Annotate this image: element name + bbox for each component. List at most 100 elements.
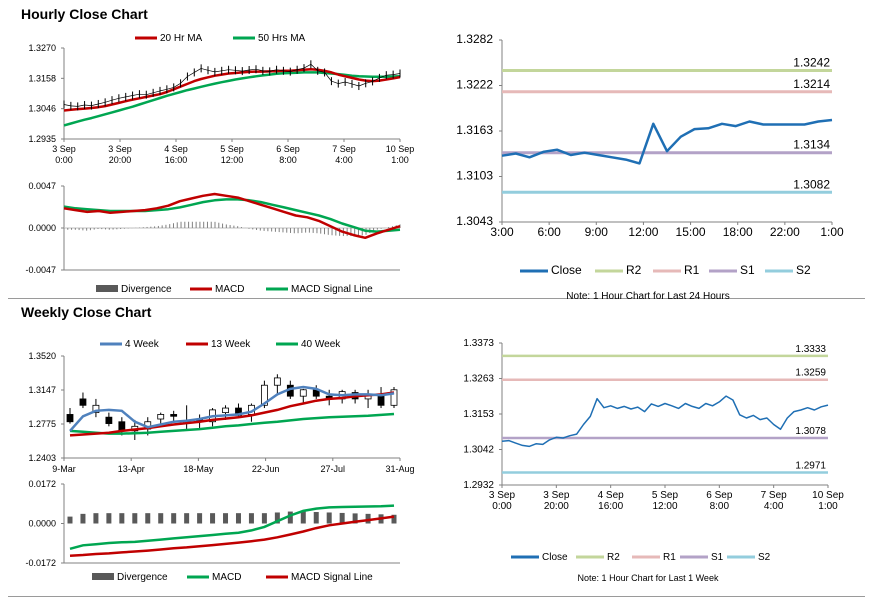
weekly-levels-x-tick-label: 4 Sep	[598, 490, 625, 501]
weekly-levels-note: Note: 1 Hour Chart for Last 1 Week	[578, 573, 719, 583]
weekly-divergence-bar	[287, 511, 293, 524]
hourly-levels-y-tick-label: 1.3222	[456, 78, 493, 92]
hourly-price-x-tick-label: 20:00	[109, 155, 132, 165]
weekly-divergence-bar	[223, 513, 229, 524]
hourly-price-x-tick-label: 4 Sep	[164, 144, 188, 154]
hourly-level-s1-label: 1.3134	[793, 138, 830, 152]
hourly-levels-x-tick-label: 1:00	[820, 225, 844, 239]
legend-hourly-s1-label: S1	[740, 263, 755, 277]
weekly-macd-line	[69, 504, 395, 551]
hourly-chart-title: Hourly Close Chart	[21, 6, 148, 22]
weekly-divergence-bar	[210, 513, 216, 524]
weekly-divergence-bar	[145, 513, 151, 524]
weekly-levels-x-tick-label: 4:00	[764, 501, 784, 512]
weekly-divergence-bar	[326, 512, 332, 524]
weekly-macd-y-tick-label: 0.0000	[28, 519, 56, 529]
legend-weekly-r2-label: R2	[607, 552, 620, 563]
weekly-levels-x-tick-label: 5 Sep	[652, 490, 679, 501]
hourly-levels-y-tick-label: 1.3163	[456, 123, 493, 137]
hourly-levels-x-tick-label: 3:00	[490, 225, 514, 239]
weekly-level-r2-label: 1.3333	[795, 344, 826, 355]
legend-13wk-label: 13 Week	[211, 339, 251, 350]
weekly-divergence-bar	[67, 516, 73, 524]
hourly-levels-y-tick-label: 1.3282	[456, 32, 493, 46]
weekly-divergence-bar	[80, 513, 86, 524]
weekly-40wk-ma-line	[69, 412, 395, 435]
weekly-chart-title: Weekly Close Chart	[21, 304, 152, 320]
weekly-price-y-tick-label: 1.2775	[28, 419, 56, 429]
hourly-20hr-ma-line	[63, 67, 401, 112]
weekly-level-s2-label: 1.2971	[795, 460, 826, 471]
weekly-level-r1-label: 1.3259	[795, 368, 826, 379]
weekly-divergence-bar	[119, 513, 125, 524]
legend-hourly-close-label: Close	[551, 263, 582, 277]
hourly-level-r1-label: 1.3214	[793, 77, 830, 91]
weekly-levels-y-tick-label: 1.3263	[463, 374, 494, 385]
weekly-candle-body	[273, 377, 281, 386]
weekly-candle-body	[170, 414, 178, 417]
hourly-level-s2-label: 1.3082	[793, 177, 830, 191]
bottom-divider	[8, 596, 865, 597]
weekly-13wk-ma-line	[69, 391, 395, 437]
hourly-price-x-tick-label: 0:00	[55, 155, 73, 165]
weekly-macd-y-tick-label: 0.0172	[28, 479, 56, 489]
hourly-levels-x-tick-label: 15:00	[676, 225, 706, 239]
weekly-level-s1-label: 1.3078	[795, 426, 826, 437]
legend-weekly-divergence-swatch	[92, 573, 114, 580]
hourly-price-y-tick-label: 1.3270	[28, 43, 56, 53]
weekly-divergence-bar	[300, 511, 306, 524]
weekly-divergence-bar	[235, 513, 241, 524]
legend-hourly-r1-label: R1	[684, 263, 700, 277]
hourly-price-x-tick-label: 3 Sep	[52, 144, 76, 154]
hourly-price-x-tick-label: 6 Sep	[276, 144, 300, 154]
weekly-divergence-bar	[132, 513, 138, 524]
weekly-divergence-bar	[365, 513, 371, 524]
weekly-divergence-bar	[158, 513, 164, 524]
hourly-price-x-tick-label: 16:00	[165, 155, 188, 165]
legend-weekly-macd-label: MACD	[212, 572, 241, 583]
hourly-price-x-tick-label: 7 Sep	[332, 144, 356, 154]
legend-hourly-macd-label: MACD	[215, 284, 244, 295]
weekly-candle-body	[222, 407, 229, 414]
weekly-candle-body	[299, 389, 307, 397]
weekly-price-x-tick-label: 9-Mar	[52, 464, 76, 474]
hourly-price-x-tick-label: 10 Sep	[386, 144, 415, 154]
weekly-candle-body	[157, 414, 165, 420]
hourly-levels-x-tick-label: 12:00	[628, 225, 658, 239]
weekly-divergence-bar	[184, 513, 190, 524]
weekly-levels-x-tick-label: 8:00	[710, 501, 730, 512]
weekly-levels-x-tick-label: 20:00	[544, 501, 569, 512]
hourly-levels-x-tick-label: 22:00	[770, 225, 800, 239]
hourly-price-y-tick-label: 1.2935	[28, 134, 56, 144]
hourly-levels-y-tick-label: 1.3103	[456, 169, 493, 183]
weekly-candle-body	[66, 414, 74, 423]
hourly-price-x-tick-label: 1:00	[391, 155, 409, 165]
weekly-divergence-bar	[93, 513, 99, 524]
legend-20hr-ma-label: 20 Hr MA	[160, 33, 203, 44]
hourly-levels-x-tick-label: 6:00	[537, 225, 561, 239]
weekly-macd-y-tick-label: -0.0172	[25, 558, 56, 568]
weekly-levels-x-tick-label: 16:00	[598, 501, 623, 512]
weekly-macd-signal-line	[69, 515, 395, 557]
hourly-macd-y-tick-label: -0.0047	[25, 265, 56, 275]
hourly-price-x-tick-label: 12:00	[221, 155, 244, 165]
weekly-price-x-tick-label: 27-Jul	[321, 464, 346, 474]
weekly-levels-x-tick-label: 7 Sep	[761, 490, 788, 501]
weekly-candle-body	[105, 416, 113, 424]
hourly-macd-signal-line	[63, 198, 401, 233]
weekly-candle-body	[390, 389, 398, 406]
weekly-levels-x-tick-label: 3 Sep	[489, 490, 516, 501]
weekly-levels-x-tick-label: 10 Sep	[812, 490, 844, 501]
weekly-levels-x-tick-label: 0:00	[492, 501, 512, 512]
weekly-price-x-tick-label: 13-Apr	[118, 464, 145, 474]
weekly-price-x-tick-label: 18-May	[183, 464, 214, 474]
weekly-price-y-tick-label: 1.3520	[28, 351, 56, 361]
weekly-divergence-bar	[171, 513, 177, 524]
weekly-levels-close-line	[501, 395, 829, 448]
weekly-divergence-bar	[248, 513, 254, 524]
weekly-divergence-bar	[197, 513, 203, 524]
weekly-divergence-bar	[391, 514, 397, 524]
hourly-price-x-tick-label: 5 Sep	[220, 144, 244, 154]
legend-4wk-label: 4 Week	[125, 339, 160, 350]
weekly-divergence-bar	[106, 513, 112, 524]
